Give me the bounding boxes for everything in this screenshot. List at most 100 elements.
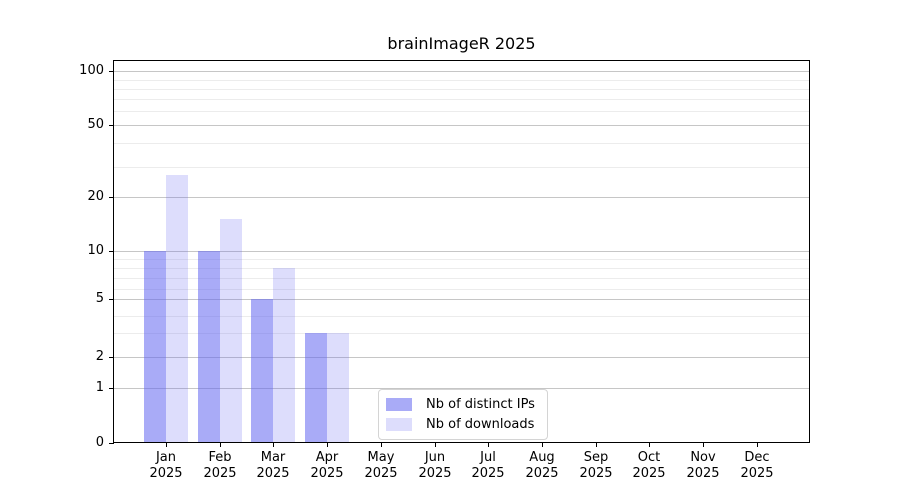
- year-label: 2025: [310, 466, 344, 481]
- y-tick-label-100: 100: [79, 63, 104, 78]
- gridline-minor-60: [114, 111, 809, 112]
- gridline-minor-30: [114, 167, 809, 169]
- plot-area: [113, 60, 810, 443]
- y-tick-label-5: 5: [95, 291, 104, 306]
- gridline-major-50: [114, 125, 809, 126]
- gridline-minor-8: [114, 268, 809, 269]
- gridline-minor-70: [114, 99, 809, 100]
- year-label: 2025: [471, 466, 505, 481]
- bar-downloads-feb: [220, 219, 242, 442]
- y-tick-label-1: 1: [95, 380, 104, 395]
- x-tick-mar: [273, 443, 274, 447]
- bar-ips-feb: [198, 251, 220, 442]
- y-tick-50: [109, 125, 114, 126]
- year-label: 2025: [418, 466, 452, 481]
- bar-ips-mar: [251, 299, 273, 442]
- x-tick-label-oct: Oct 2025: [619, 450, 679, 482]
- x-tick-label-jun: Jun 2025: [405, 450, 465, 482]
- x-tick-oct: [649, 443, 650, 447]
- gridline-minor-40: [114, 142, 809, 144]
- gridline-minor-3: [114, 333, 809, 334]
- y-tick-0: [109, 443, 114, 444]
- legend: Nb of distinct IPs Nb of downloads: [378, 389, 548, 440]
- y-tick-2: [109, 357, 114, 358]
- x-tick-aug: [542, 443, 543, 447]
- year-label: 2025: [740, 466, 774, 481]
- chart-title: brainImageR 2025: [387, 34, 536, 53]
- legend-label-distinct-ips: Nb of distinct IPs: [426, 397, 535, 412]
- x-tick-label-mar: Mar 2025: [243, 450, 303, 482]
- gridline-major-2: [114, 357, 809, 358]
- x-tick-label-feb: Feb 2025: [190, 450, 250, 482]
- month-label: Dec: [744, 450, 770, 465]
- x-tick-label-jan: Jan 2025: [136, 450, 196, 482]
- x-tick-apr: [327, 443, 328, 447]
- month-label: Oct: [637, 450, 661, 465]
- gridline-major-5: [114, 299, 809, 300]
- x-tick-feb: [220, 443, 221, 447]
- month-label: Jun: [424, 450, 446, 465]
- x-tick-label-apr: Apr 2025: [297, 450, 357, 482]
- month-label: Apr: [315, 450, 339, 465]
- year-label: 2025: [149, 466, 183, 481]
- bar-ips-apr: [305, 333, 327, 442]
- bar-downloads-mar: [273, 268, 295, 442]
- y-tick-label-2: 2: [95, 349, 104, 364]
- year-label: 2025: [632, 466, 666, 481]
- year-label: 2025: [203, 466, 237, 481]
- y-tick-5: [109, 299, 114, 300]
- month-label: Jul: [480, 450, 496, 465]
- x-tick-jan: [166, 443, 167, 447]
- y-tick-label-50: 50: [87, 117, 104, 132]
- year-label: 2025: [364, 466, 398, 481]
- gridline-minor-4: [114, 316, 809, 317]
- gridline-minor-6: [114, 289, 809, 290]
- y-tick-label-20: 20: [87, 189, 104, 204]
- gridline-minor-80: [114, 88, 809, 90]
- x-tick-label-nov: Nov 2025: [673, 450, 733, 482]
- y-tick-label-10: 10: [87, 243, 104, 258]
- y-tick-100: [109, 71, 114, 72]
- legend-swatch-downloads: [386, 418, 412, 431]
- month-label: Nov: [690, 450, 716, 465]
- month-label: Jan: [155, 450, 177, 465]
- month-label: Mar: [260, 450, 286, 465]
- x-tick-label-aug: Aug 2025: [512, 450, 572, 482]
- legend-item-downloads: Nb of downloads: [386, 417, 537, 432]
- y-tick-20: [109, 197, 114, 198]
- year-label: 2025: [686, 466, 720, 481]
- gridline-minor-90: [114, 79, 809, 81]
- month-label: Sep: [583, 450, 609, 465]
- gridline-minor-9: [114, 259, 809, 260]
- y-tick-10: [109, 251, 114, 252]
- month-label: May: [367, 450, 395, 465]
- gridline-major-10: [114, 251, 809, 252]
- year-label: 2025: [256, 466, 290, 481]
- bar-downloads-jan: [166, 175, 188, 442]
- y-tick-label-0: 0: [95, 435, 104, 450]
- month-label: Aug: [529, 450, 555, 465]
- year-label: 2025: [579, 466, 613, 481]
- x-tick-dec: [757, 443, 758, 447]
- legend-label-downloads: Nb of downloads: [426, 417, 535, 432]
- legend-swatch-distinct-ips: [386, 398, 412, 411]
- x-tick-sep: [596, 443, 597, 447]
- x-tick-may: [381, 443, 382, 447]
- bar-downloads-apr: [327, 333, 349, 442]
- x-tick-label-sep: Sep 2025: [566, 450, 626, 482]
- x-tick-jun: [435, 443, 436, 447]
- gridline-major-1: [114, 388, 809, 389]
- x-tick-label-dec: Dec 2025: [727, 450, 787, 482]
- bar-ips-jan: [144, 251, 166, 442]
- x-tick-jul: [488, 443, 489, 447]
- x-tick-nov: [703, 443, 704, 447]
- year-label: 2025: [525, 466, 559, 481]
- x-tick-label-jul: Jul 2025: [458, 450, 518, 482]
- x-tick-label-may: May 2025: [351, 450, 411, 482]
- legend-item-distinct-ips: Nb of distinct IPs: [386, 397, 537, 412]
- gridline-minor-7: [114, 278, 809, 279]
- gridline-major-100: [114, 71, 809, 72]
- month-label: Feb: [208, 450, 232, 465]
- y-tick-1: [109, 388, 114, 389]
